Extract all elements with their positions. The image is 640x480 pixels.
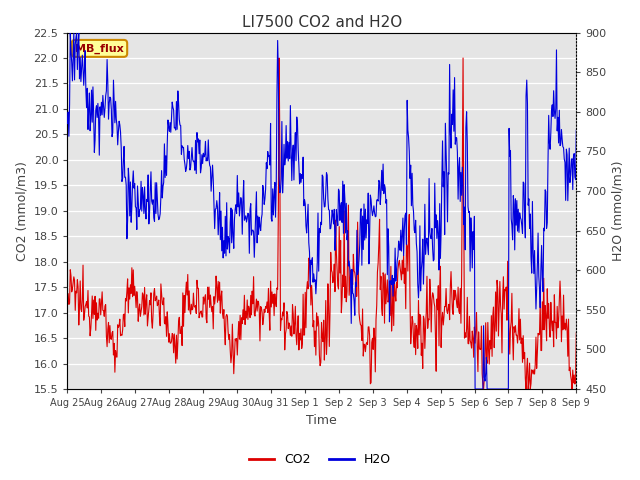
Y-axis label: H2O (mmol/m3): H2O (mmol/m3) <box>612 160 625 261</box>
Text: MB_flux: MB_flux <box>75 43 124 53</box>
Legend: CO2, H2O: CO2, H2O <box>244 448 396 471</box>
X-axis label: Time: Time <box>307 414 337 427</box>
Title: LI7500 CO2 and H2O: LI7500 CO2 and H2O <box>242 15 402 30</box>
Y-axis label: CO2 (mmol/m3): CO2 (mmol/m3) <box>15 161 28 261</box>
